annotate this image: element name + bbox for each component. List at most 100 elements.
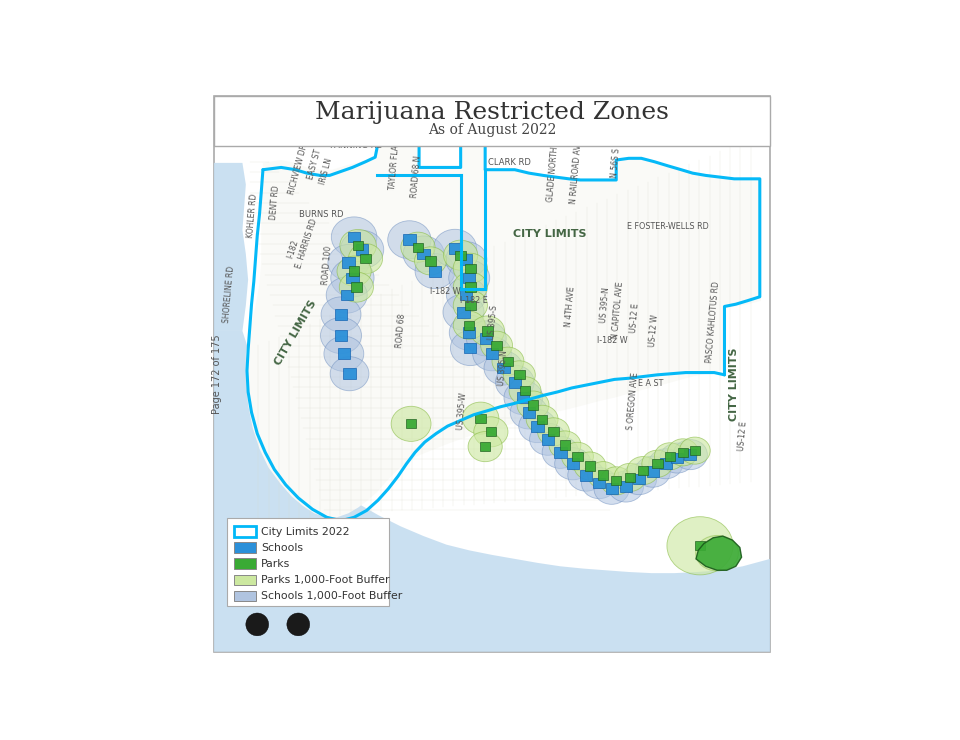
Ellipse shape xyxy=(401,232,435,262)
Ellipse shape xyxy=(472,337,512,371)
Ellipse shape xyxy=(444,240,478,270)
Text: US-12 E: US-12 E xyxy=(737,421,749,451)
Ellipse shape xyxy=(635,456,670,487)
Ellipse shape xyxy=(680,437,710,464)
Ellipse shape xyxy=(627,457,659,485)
Ellipse shape xyxy=(446,278,487,312)
Text: CITY LIMITS: CITY LIMITS xyxy=(514,229,587,239)
Text: ROAD 100: ROAD 100 xyxy=(321,246,333,286)
FancyBboxPatch shape xyxy=(348,232,360,242)
Ellipse shape xyxy=(467,321,506,356)
FancyBboxPatch shape xyxy=(465,263,475,273)
Polygon shape xyxy=(696,536,741,571)
FancyBboxPatch shape xyxy=(465,343,476,354)
Text: ROAD 68 N: ROAD 68 N xyxy=(411,155,423,198)
FancyBboxPatch shape xyxy=(580,470,592,480)
FancyBboxPatch shape xyxy=(413,243,423,252)
Text: Marijuana Restricted Zones: Marijuana Restricted Zones xyxy=(315,101,669,124)
FancyBboxPatch shape xyxy=(234,574,255,585)
FancyBboxPatch shape xyxy=(234,526,255,536)
Ellipse shape xyxy=(621,463,657,494)
Ellipse shape xyxy=(667,439,698,466)
FancyBboxPatch shape xyxy=(532,421,543,431)
FancyBboxPatch shape xyxy=(523,407,535,418)
FancyBboxPatch shape xyxy=(335,330,348,341)
FancyBboxPatch shape xyxy=(228,518,390,606)
Text: I-182 E: I-182 E xyxy=(460,296,488,306)
FancyBboxPatch shape xyxy=(503,357,514,366)
Text: CITY LIMITS: CITY LIMITS xyxy=(273,298,318,367)
Ellipse shape xyxy=(484,351,523,385)
FancyBboxPatch shape xyxy=(611,476,621,485)
FancyBboxPatch shape xyxy=(497,363,510,374)
Text: BURNS RD: BURNS RD xyxy=(299,209,344,218)
FancyBboxPatch shape xyxy=(335,309,348,320)
FancyBboxPatch shape xyxy=(548,427,559,437)
Ellipse shape xyxy=(453,290,488,320)
FancyBboxPatch shape xyxy=(671,453,684,463)
FancyBboxPatch shape xyxy=(460,255,472,265)
FancyBboxPatch shape xyxy=(492,340,502,350)
Ellipse shape xyxy=(445,242,487,278)
FancyBboxPatch shape xyxy=(566,458,579,469)
Ellipse shape xyxy=(449,315,490,350)
FancyBboxPatch shape xyxy=(234,591,255,601)
FancyBboxPatch shape xyxy=(528,400,539,410)
Ellipse shape xyxy=(588,462,618,488)
FancyBboxPatch shape xyxy=(464,320,474,330)
FancyBboxPatch shape xyxy=(554,447,566,458)
Text: S OREGON AVE: S OREGON AVE xyxy=(626,372,640,430)
FancyBboxPatch shape xyxy=(234,559,255,569)
Ellipse shape xyxy=(495,366,534,400)
Text: City Limits 2022: City Limits 2022 xyxy=(261,526,349,536)
FancyBboxPatch shape xyxy=(449,243,461,254)
Text: Parks: Parks xyxy=(261,559,291,568)
FancyBboxPatch shape xyxy=(356,244,369,255)
FancyBboxPatch shape xyxy=(353,240,364,250)
Ellipse shape xyxy=(331,217,377,257)
Text: EASY ST: EASY ST xyxy=(306,148,323,181)
Text: RICHVIEW DR: RICHVIEW DR xyxy=(287,144,309,196)
FancyBboxPatch shape xyxy=(463,327,475,338)
FancyBboxPatch shape xyxy=(598,471,609,480)
FancyBboxPatch shape xyxy=(620,481,632,492)
Text: US 395-N: US 395-N xyxy=(497,350,510,386)
Ellipse shape xyxy=(463,402,499,434)
Ellipse shape xyxy=(339,272,373,302)
FancyBboxPatch shape xyxy=(338,349,350,359)
Ellipse shape xyxy=(330,357,369,391)
Ellipse shape xyxy=(391,406,431,441)
Ellipse shape xyxy=(642,450,673,477)
Text: SHORELINE RD: SHORELINE RD xyxy=(222,265,236,323)
Text: E FOSTER-WELLS RD: E FOSTER-WELLS RD xyxy=(627,222,708,231)
Ellipse shape xyxy=(481,332,513,359)
Text: E. HARRIS RD: E. HARRIS RD xyxy=(295,218,319,270)
Ellipse shape xyxy=(649,448,683,479)
FancyBboxPatch shape xyxy=(347,272,358,283)
Ellipse shape xyxy=(492,347,524,375)
Ellipse shape xyxy=(509,377,541,405)
Text: US-12 E: US-12 E xyxy=(629,303,640,333)
Ellipse shape xyxy=(470,316,505,346)
Ellipse shape xyxy=(450,331,491,366)
Text: US-12 W: US-12 W xyxy=(649,314,660,348)
Ellipse shape xyxy=(433,229,476,267)
Ellipse shape xyxy=(415,254,455,289)
Ellipse shape xyxy=(321,297,361,332)
Ellipse shape xyxy=(504,380,542,414)
Text: Parks 1,000-Foot Buffer: Parks 1,000-Foot Buffer xyxy=(261,575,390,585)
Text: ROAD 68: ROAD 68 xyxy=(395,314,407,349)
FancyBboxPatch shape xyxy=(234,542,255,553)
Ellipse shape xyxy=(609,471,643,502)
FancyBboxPatch shape xyxy=(214,95,770,146)
Ellipse shape xyxy=(673,440,708,470)
Text: N 4TH AVE: N 4TH AVE xyxy=(564,286,577,327)
Ellipse shape xyxy=(388,221,431,259)
FancyBboxPatch shape xyxy=(660,458,672,469)
Text: I-182 W: I-182 W xyxy=(597,336,628,345)
Ellipse shape xyxy=(614,463,646,491)
FancyBboxPatch shape xyxy=(351,283,362,292)
Text: N CAPITOL AVE: N CAPITOL AVE xyxy=(612,281,626,339)
FancyBboxPatch shape xyxy=(418,249,430,260)
FancyBboxPatch shape xyxy=(465,283,475,292)
